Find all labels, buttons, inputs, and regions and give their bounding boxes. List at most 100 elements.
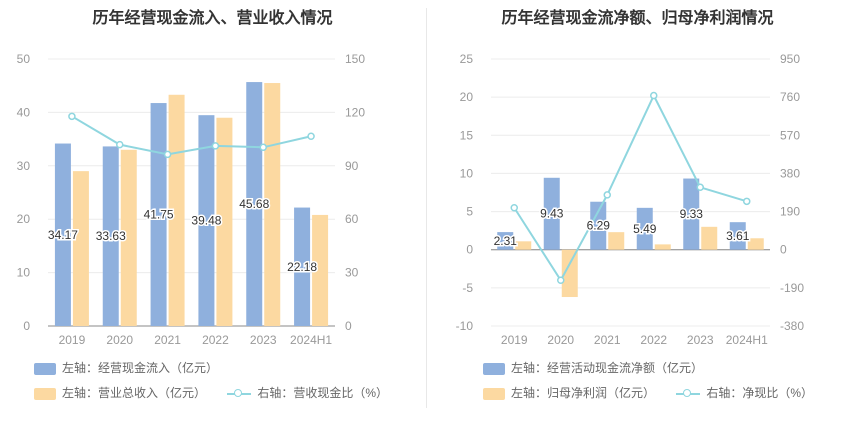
legend-item-cash-ratio[interactable]: 右轴：营收现金比（%） <box>227 384 388 401</box>
right-bar-series2 <box>747 238 764 250</box>
left-y-left-tick: 20 <box>17 212 31 226</box>
left-data-label: 34.17 <box>48 228 78 242</box>
right-chart-plot: -10 -5 0 5 10 15 20 25 -380 -190 0 190 380 570 760 950 2… <box>456 52 805 347</box>
right-x-tick: 2024H1 <box>726 333 768 347</box>
right-data-label: 6.29 <box>587 219 611 233</box>
legend-label-cash-inflow: 左轴：经营现金流入（亿元） <box>62 361 219 375</box>
left-y-left-tick: 50 <box>17 52 31 66</box>
right-y-left-tick: 10 <box>460 166 474 180</box>
right-y-right-tick: 760 <box>780 90 800 104</box>
right-line-point <box>510 204 518 212</box>
legend-item-net-profit[interactable]: 左轴：归母净利润（亿元） <box>483 384 655 401</box>
right-data-label: 5.49 <box>633 222 657 236</box>
left-y-left-tick: 40 <box>17 105 31 119</box>
legend-item-cash-inflow[interactable]: 左轴：经营现金流入（亿元） <box>34 359 218 376</box>
legend-label-revenue: 左轴：营业总收入（亿元） <box>62 386 207 400</box>
left-chart-panel: 历年经营现金流入、营业收入情况 0 10 20 30 40 50 0 30 60 90 120 150… <box>17 10 406 401</box>
right-chart-panel: 历年经营现金流净额、归母净利润情况 -10 -5 0 5 10 15 20 25 -380 -19… <box>425 0 850 437</box>
legend-item-net-cash-ratio[interactable]: 右轴：净现比（%） <box>676 384 813 401</box>
left-data-label: 45.68 <box>239 197 269 211</box>
left-legend-row-2: 左轴：营业总收入（亿元） 右轴：营收现金比（%） <box>34 384 406 401</box>
left-y-left-tick: 10 <box>17 266 31 280</box>
right-y-right-tick: 0 <box>780 243 787 257</box>
right-bar-series2 <box>515 241 532 250</box>
right-data-label: 3.61 <box>726 229 750 243</box>
right-line-point <box>557 276 565 284</box>
left-line-point <box>259 143 267 152</box>
left-x-tick: 2020 <box>106 333 133 347</box>
left-line-series3 <box>71 115 312 156</box>
left-data-label: 22.18 <box>287 260 317 274</box>
right-bar-series1 <box>729 222 746 250</box>
right-bar-series2 <box>701 226 718 250</box>
right-chart-title: 历年经营现金流净额、归母净利润情况 <box>501 10 774 27</box>
right-bar-series2 <box>654 244 671 250</box>
right-line-point <box>650 91 658 100</box>
right-bar-series1 <box>636 207 653 250</box>
left-y-right-tick: 0 <box>345 319 352 333</box>
right-data-label: 9.43 <box>540 207 564 221</box>
right-x-tick: 2021 <box>594 333 621 347</box>
left-x-tick: 2021 <box>154 333 181 347</box>
right-y-left-tick: 5 <box>466 205 473 219</box>
left-bar-series1 <box>246 82 263 326</box>
left-line-point <box>68 112 76 121</box>
right-legend-row-1: 左轴：经营活动现金流净额（亿元） <box>483 359 721 376</box>
legend-swatch-line <box>227 388 252 400</box>
right-x-tick: 2020 <box>547 333 574 347</box>
right-x-tick: 2022 <box>640 333 667 347</box>
right-y-right-tick: -380 <box>780 319 804 333</box>
left-bar-series1 <box>150 103 167 327</box>
right-data-label: 9.33 <box>680 207 704 221</box>
left-data-label: 33.63 <box>96 229 126 243</box>
left-y-left-tick: 30 <box>17 159 31 173</box>
left-data-label: 39.48 <box>191 214 221 228</box>
left-data-label: 41.75 <box>144 208 174 222</box>
right-y-right-tick: 380 <box>780 166 800 180</box>
legend-label-net-cash-ratio: 右轴：净现比（%） <box>706 386 814 400</box>
left-bar-series1 <box>54 143 71 326</box>
left-x-tick: 2019 <box>59 333 86 347</box>
right-y-right-tick: 570 <box>780 128 800 142</box>
left-bar-series2 <box>312 214 329 326</box>
right-y-right-tick: 950 <box>780 52 800 66</box>
left-y-right-tick: 120 <box>345 105 365 119</box>
right-data-label: 2.31 <box>494 234 518 248</box>
left-chart-title: 历年经营现金流入、营业收入情况 <box>92 10 333 27</box>
right-bar-series2 <box>561 249 578 298</box>
right-y-left-tick: 15 <box>460 128 474 142</box>
right-bar-series2 <box>608 232 625 250</box>
left-y-right-tick: 30 <box>345 266 359 280</box>
left-y-right-tick: 90 <box>345 159 359 173</box>
right-y-right-tick: -190 <box>780 281 804 295</box>
left-bar-series1 <box>198 115 215 326</box>
right-legend-row-2: 左轴：归母净利润（亿元） 右轴：净现比（%） <box>483 384 831 401</box>
right-line-point <box>696 183 704 192</box>
legend-item-net-cash-flow[interactable]: 左轴：经营活动现金流净额（亿元） <box>483 359 703 376</box>
left-x-tick: 2023 <box>250 333 277 347</box>
legend-label-cash-ratio: 右轴：营收现金比（%） <box>257 386 389 400</box>
left-line-point <box>307 132 315 141</box>
right-line-point <box>603 191 611 199</box>
right-bar-series1 <box>590 201 607 250</box>
left-x-tick: 2022 <box>202 333 229 347</box>
right-bar-series1 <box>497 232 514 250</box>
right-bar-series1 <box>683 178 700 250</box>
legend-swatch-blue <box>483 362 505 375</box>
left-line-point <box>211 142 220 150</box>
left-y-right-tick: 60 <box>345 212 359 226</box>
legend-item-revenue[interactable]: 左轴：营业总收入（亿元） <box>34 384 206 401</box>
legend-label-net-cash-flow: 左轴：经营活动现金流净额（亿元） <box>511 361 704 375</box>
panel-divider <box>426 8 427 408</box>
right-y-left-tick: -10 <box>456 319 474 333</box>
left-legend-row-1: 左轴：经营现金流入（亿元） <box>34 359 236 376</box>
right-y-left-tick: 0 <box>466 243 473 257</box>
right-y-left-tick: -5 <box>462 281 473 295</box>
right-y-left-tick: 20 <box>460 90 474 104</box>
left-bar-series1 <box>102 146 119 326</box>
left-bar-series2 <box>72 171 89 326</box>
left-x-tick: 2024H1 <box>290 333 332 347</box>
legend-label-net-profit: 左轴：归母净利润（亿元） <box>511 386 656 400</box>
legend-swatch-orange <box>34 387 56 400</box>
legend-swatch-orange <box>483 387 505 400</box>
